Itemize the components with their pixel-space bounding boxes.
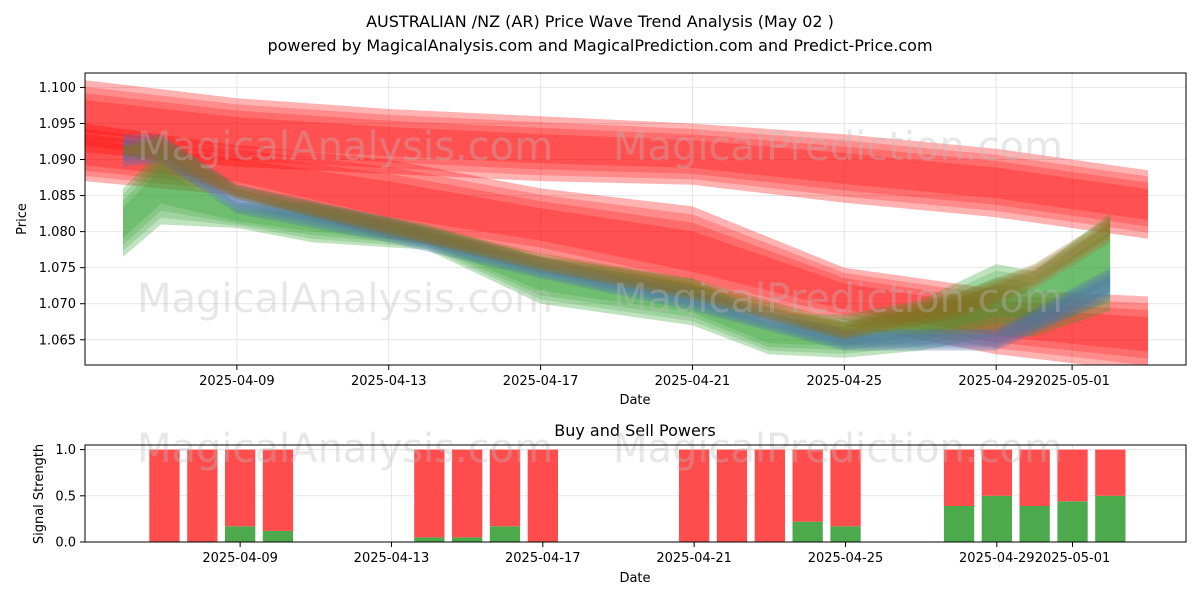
price-x-label: Date	[619, 393, 650, 408]
power-x-tick-label: 2025-04-09	[202, 551, 278, 566]
price-x-tick-label: 2025-04-25	[807, 374, 883, 389]
buy-bar	[1019, 506, 1050, 542]
power-axes-frame	[84, 444, 1187, 543]
sell-bar	[1095, 449, 1126, 496]
power-y-ticks: 0.0 0.5 1.0	[55, 443, 85, 551]
price-x-tick-label: 2025-05-01	[1034, 374, 1110, 389]
band-red-0-layer-1	[85, 86, 1148, 233]
price-y-tick-label: 1.100	[39, 81, 76, 96]
price-y-label: Price	[15, 203, 30, 235]
watermark-analysis-bottom: MagicalAnalysis.com	[137, 276, 553, 322]
power-x-tick-label: 2025-04-25	[808, 551, 884, 566]
power-y-tick-label: 1.0	[55, 443, 76, 458]
buy-bar	[981, 495, 1012, 542]
band-red-0-layer-3	[85, 100, 1148, 220]
price-x-tick-label: 2025-04-13	[351, 374, 427, 389]
sell-bar	[943, 449, 975, 506]
buy-bar	[414, 537, 445, 542]
watermark-prediction-bottom: MagicalPrediction.com	[613, 276, 1063, 322]
price-bands	[85, 80, 1148, 365]
power-panel: Buy and Sell Powers MagicalAnalysis.com …	[32, 421, 1187, 586]
band-blue-3-layer-1	[123, 136, 1111, 349]
watermark-analysis-power: MagicalAnalysis.com	[137, 426, 553, 472]
power-x-tick-label: 2025-04-13	[354, 551, 430, 566]
price-y-tick-label: 1.065	[39, 333, 76, 348]
watermark-prediction-top: MagicalPrediction.com	[613, 124, 1063, 170]
sell-bar	[527, 449, 558, 542]
power-title: Buy and Sell Powers	[554, 421, 716, 440]
power-bars	[149, 449, 1126, 542]
buy-bar	[489, 526, 521, 542]
price-x-tick-label: 2025-04-29	[958, 374, 1034, 389]
price-y-ticks: 1.065 1.070 1.075 1.080 1.085 1.090 1.095 1.100	[39, 81, 85, 348]
chart-title: AUSTRALIAN /NZ (AR) Price Wave Trend Ana…	[366, 12, 834, 31]
sell-bar	[149, 449, 180, 542]
price-x-tick-label: 2025-04-21	[655, 374, 731, 389]
sell-bar	[716, 449, 748, 542]
power-x-tick-label: 2025-04-29	[959, 551, 1035, 566]
buy-bar	[262, 530, 294, 542]
sell-bar	[452, 449, 483, 538]
sell-bar	[1057, 449, 1088, 502]
watermark-prediction-power: MagicalPrediction.com	[613, 426, 1063, 472]
power-y-label: Signal Strength	[32, 444, 47, 544]
buy-bar	[792, 521, 823, 542]
sell-bar	[1019, 449, 1050, 506]
power-x-label: Date	[619, 571, 650, 586]
sell-bar	[679, 449, 710, 542]
band-red-0-layer-0	[85, 80, 1148, 239]
buy-bar	[1095, 495, 1126, 542]
price-y-tick-label: 1.090	[39, 153, 76, 168]
price-y-tick-label: 1.080	[39, 225, 76, 240]
sell-bar	[489, 449, 521, 527]
price-x-ticks: 2025-04-09 2025-04-13 2025-04-17 2025-04-21…	[199, 365, 1110, 389]
buy-bar	[830, 526, 861, 542]
band-red-1-layer-0	[85, 123, 1148, 365]
band-blue-3-layer-2	[123, 139, 1111, 347]
power-x-tick-label: 2025-05-01	[1035, 551, 1111, 566]
price-y-tick-label: 1.075	[39, 261, 76, 276]
sell-bar	[981, 449, 1012, 496]
price-panel: MagicalAnalysis.com MagicalPrediction.co…	[15, 72, 1187, 408]
price-axes-frame	[84, 72, 1187, 366]
sell-bar	[225, 449, 256, 527]
power-y-tick-label: 0.0	[55, 536, 76, 551]
price-y-tick-label: 1.070	[39, 297, 76, 312]
sell-bar	[754, 449, 785, 542]
buy-bar	[225, 526, 256, 542]
sell-bar	[262, 449, 294, 531]
power-x-ticks: 2025-04-09 2025-04-13 2025-04-17 2025-04-21…	[202, 542, 1110, 566]
buy-bar	[943, 506, 975, 542]
band-red-0-layer-2	[85, 93, 1148, 227]
price-y-tick-label: 1.095	[39, 117, 76, 132]
band-red-1-layer-2	[85, 133, 1148, 359]
price-grid	[85, 73, 1186, 365]
price-y-tick-label: 1.085	[39, 189, 76, 204]
power-y-tick-label: 0.5	[55, 489, 76, 504]
sell-bar	[414, 449, 445, 538]
power-x-tick-label: 2025-04-21	[656, 551, 732, 566]
watermark-analysis-top: MagicalAnalysis.com	[137, 124, 553, 170]
sell-bar	[830, 449, 861, 527]
price-x-tick-label: 2025-04-17	[503, 374, 579, 389]
buy-bar	[1057, 501, 1088, 542]
sell-bar	[187, 449, 218, 542]
power-x-tick-label: 2025-04-17	[505, 551, 581, 566]
price-x-tick-label: 2025-04-09	[199, 374, 275, 389]
buy-bar	[452, 537, 483, 542]
band-blue-3-layer-0	[123, 134, 1111, 351]
sell-bar	[792, 449, 823, 522]
band-red-1-layer-3	[85, 139, 1148, 352]
chart-subtitle: powered by MagicalAnalysis.com and Magic…	[267, 36, 932, 55]
band-red-1-layer-1	[85, 128, 1148, 365]
